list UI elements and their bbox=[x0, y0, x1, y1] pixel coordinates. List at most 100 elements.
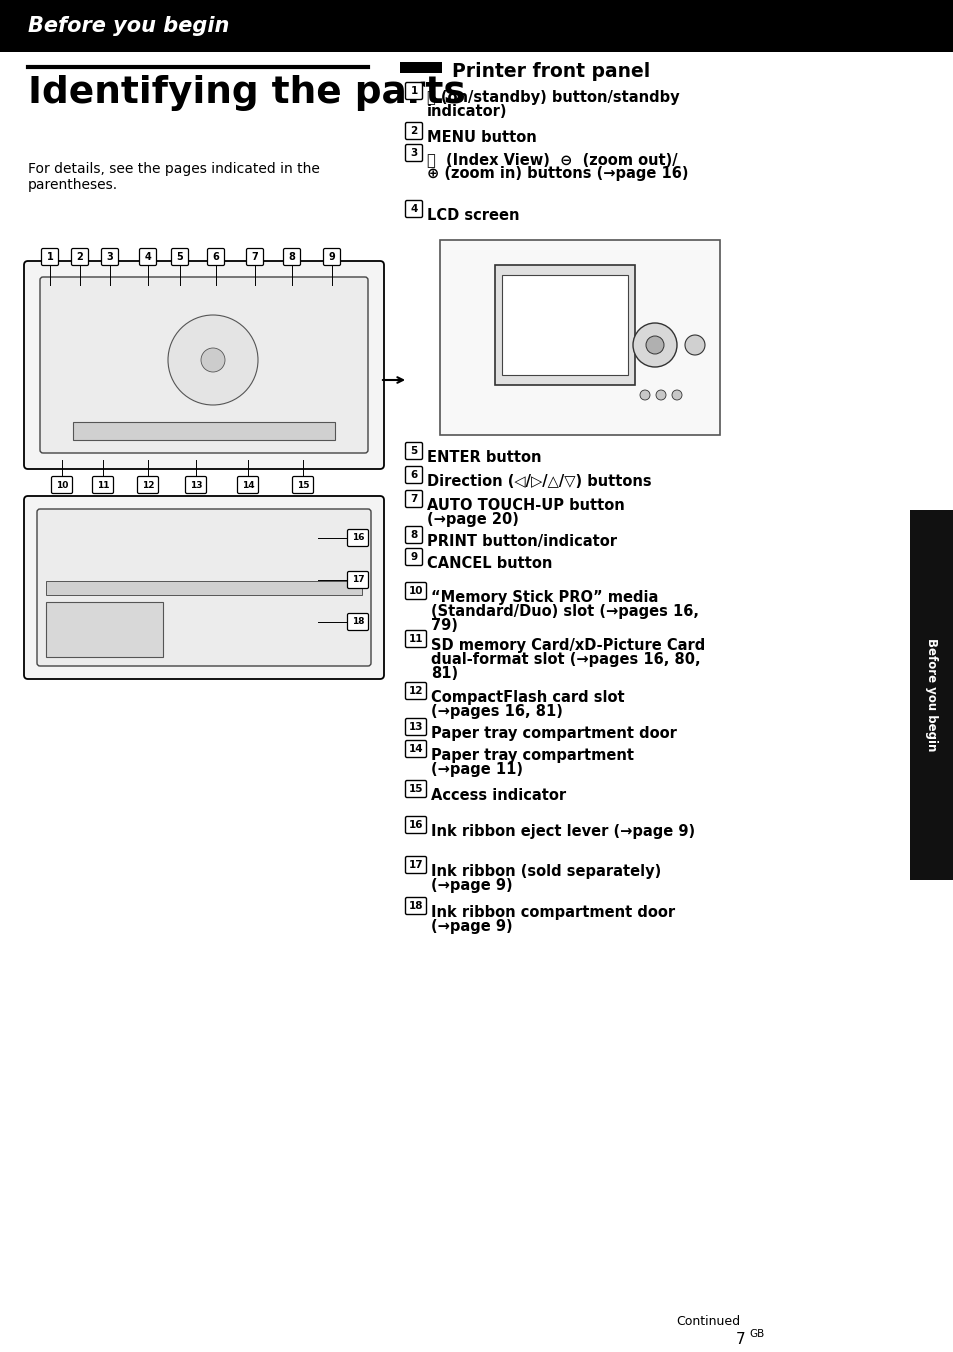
Text: (→page 9): (→page 9) bbox=[431, 877, 512, 894]
FancyBboxPatch shape bbox=[405, 466, 422, 484]
FancyBboxPatch shape bbox=[347, 530, 368, 546]
Text: 7: 7 bbox=[410, 493, 417, 504]
Circle shape bbox=[684, 335, 704, 356]
Text: (→page 11): (→page 11) bbox=[431, 763, 522, 777]
Text: 16: 16 bbox=[352, 534, 364, 542]
FancyBboxPatch shape bbox=[24, 261, 384, 469]
FancyBboxPatch shape bbox=[405, 145, 422, 161]
Circle shape bbox=[656, 389, 665, 400]
Text: 5: 5 bbox=[410, 446, 417, 456]
Text: For details, see the pages indicated in the: For details, see the pages indicated in … bbox=[28, 162, 319, 176]
FancyBboxPatch shape bbox=[405, 741, 426, 757]
FancyBboxPatch shape bbox=[405, 442, 422, 460]
Text: 1: 1 bbox=[47, 251, 53, 262]
Text: 79): 79) bbox=[431, 618, 457, 633]
FancyBboxPatch shape bbox=[40, 277, 368, 453]
FancyBboxPatch shape bbox=[237, 476, 258, 493]
Text: GB: GB bbox=[748, 1329, 763, 1338]
Bar bbox=[46, 581, 361, 595]
Text: 16: 16 bbox=[408, 821, 423, 830]
FancyBboxPatch shape bbox=[405, 857, 426, 873]
Text: ENTER button: ENTER button bbox=[427, 450, 541, 465]
Text: (→page 9): (→page 9) bbox=[431, 919, 512, 934]
Text: ⊕ (zoom in) buttons (→page 16): ⊕ (zoom in) buttons (→page 16) bbox=[427, 166, 688, 181]
FancyBboxPatch shape bbox=[37, 508, 371, 667]
Text: Before you begin: Before you begin bbox=[924, 638, 938, 752]
Text: 10: 10 bbox=[408, 585, 423, 596]
FancyBboxPatch shape bbox=[405, 583, 426, 599]
FancyBboxPatch shape bbox=[439, 241, 720, 435]
Text: ⓔ (on/standby) button/standby: ⓔ (on/standby) button/standby bbox=[427, 91, 679, 105]
Circle shape bbox=[633, 323, 677, 366]
Text: PRINT button/indicator: PRINT button/indicator bbox=[427, 534, 617, 549]
Circle shape bbox=[201, 347, 225, 372]
Text: Paper tray compartment door: Paper tray compartment door bbox=[431, 726, 677, 741]
FancyBboxPatch shape bbox=[24, 496, 384, 679]
Text: 10: 10 bbox=[56, 480, 68, 489]
FancyBboxPatch shape bbox=[405, 123, 422, 139]
Text: 18: 18 bbox=[352, 618, 364, 626]
Text: CANCEL button: CANCEL button bbox=[427, 556, 552, 571]
FancyBboxPatch shape bbox=[405, 683, 426, 699]
Text: 13: 13 bbox=[408, 722, 423, 731]
Text: ⬛  (Index View)  ⊖  (zoom out)/: ⬛ (Index View) ⊖ (zoom out)/ bbox=[427, 151, 677, 168]
Text: parentheses.: parentheses. bbox=[28, 178, 118, 192]
Text: 6: 6 bbox=[213, 251, 219, 262]
Text: (→pages 16, 81): (→pages 16, 81) bbox=[431, 704, 562, 719]
Text: 1: 1 bbox=[410, 87, 417, 96]
FancyBboxPatch shape bbox=[405, 898, 426, 914]
Text: 17: 17 bbox=[352, 576, 364, 584]
Text: 9: 9 bbox=[410, 552, 417, 562]
Text: MENU button: MENU button bbox=[427, 130, 537, 145]
FancyBboxPatch shape bbox=[42, 249, 58, 265]
Text: Printer front panel: Printer front panel bbox=[452, 62, 650, 81]
Text: 17: 17 bbox=[408, 860, 423, 869]
Text: 13: 13 bbox=[190, 480, 202, 489]
Polygon shape bbox=[495, 265, 635, 385]
Text: CompactFlash card slot: CompactFlash card slot bbox=[431, 690, 624, 704]
Text: dual-format slot (→pages 16, 80,: dual-format slot (→pages 16, 80, bbox=[431, 652, 700, 667]
FancyBboxPatch shape bbox=[405, 780, 426, 798]
FancyBboxPatch shape bbox=[347, 614, 368, 630]
Text: Identifying the parts: Identifying the parts bbox=[28, 74, 465, 111]
FancyBboxPatch shape bbox=[405, 630, 426, 648]
Text: (→page 20): (→page 20) bbox=[427, 512, 518, 527]
Text: (Standard/Duo) slot (→pages 16,: (Standard/Duo) slot (→pages 16, bbox=[431, 604, 699, 619]
Text: Direction (◁/▷/△/▽) buttons: Direction (◁/▷/△/▽) buttons bbox=[427, 475, 651, 489]
Text: 2: 2 bbox=[76, 251, 83, 262]
Text: Ink ribbon compartment door: Ink ribbon compartment door bbox=[431, 904, 675, 919]
FancyBboxPatch shape bbox=[293, 476, 314, 493]
FancyBboxPatch shape bbox=[208, 249, 224, 265]
Text: 3: 3 bbox=[410, 147, 417, 158]
Text: Continued: Continued bbox=[675, 1315, 740, 1328]
Text: 7: 7 bbox=[252, 251, 258, 262]
Text: Ink ribbon (sold separately): Ink ribbon (sold separately) bbox=[431, 864, 660, 879]
Text: 8: 8 bbox=[410, 530, 417, 539]
FancyBboxPatch shape bbox=[71, 249, 89, 265]
Text: 81): 81) bbox=[431, 667, 457, 681]
Text: 2: 2 bbox=[410, 126, 417, 137]
FancyBboxPatch shape bbox=[405, 82, 422, 100]
FancyBboxPatch shape bbox=[405, 200, 422, 218]
Text: 12: 12 bbox=[142, 480, 154, 489]
Text: 14: 14 bbox=[408, 744, 423, 754]
Circle shape bbox=[645, 337, 663, 354]
Circle shape bbox=[671, 389, 681, 400]
FancyBboxPatch shape bbox=[246, 249, 263, 265]
Text: “Memory Stick PRO” media: “Memory Stick PRO” media bbox=[431, 589, 658, 604]
Text: 6: 6 bbox=[410, 470, 417, 480]
FancyBboxPatch shape bbox=[323, 249, 340, 265]
FancyBboxPatch shape bbox=[137, 476, 158, 493]
FancyBboxPatch shape bbox=[51, 476, 72, 493]
Text: 11: 11 bbox=[96, 480, 110, 489]
Text: 9: 9 bbox=[328, 251, 335, 262]
FancyBboxPatch shape bbox=[283, 249, 300, 265]
Text: 12: 12 bbox=[408, 685, 423, 696]
Text: 11: 11 bbox=[408, 634, 423, 644]
Bar bbox=[0, 0, 953, 51]
Text: Before you begin: Before you begin bbox=[28, 16, 229, 37]
Text: 18: 18 bbox=[408, 900, 423, 911]
Text: Ink ribbon eject lever (→page 9): Ink ribbon eject lever (→page 9) bbox=[431, 823, 695, 840]
Bar bbox=[73, 422, 335, 439]
Text: 14: 14 bbox=[241, 480, 254, 489]
